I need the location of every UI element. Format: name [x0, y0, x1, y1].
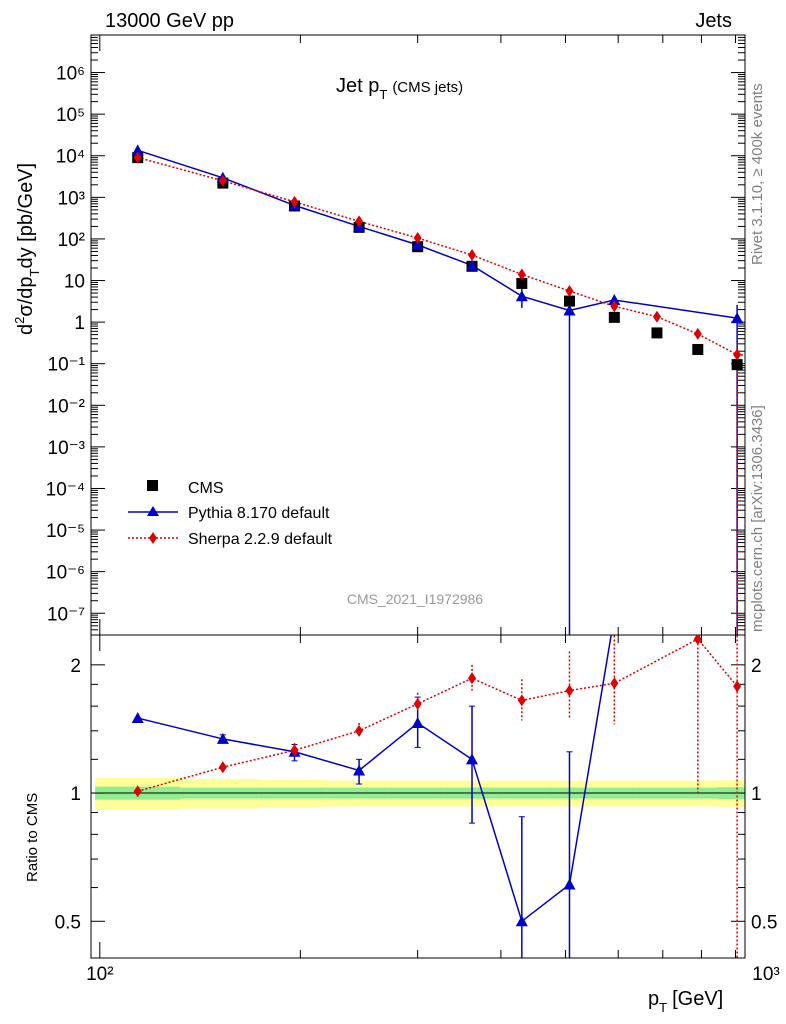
pythia-point — [608, 294, 621, 306]
sherpa-point — [693, 327, 702, 340]
y-tick-label: 10⁴ — [56, 147, 85, 168]
ratio-sherpa-point — [413, 697, 422, 710]
ratio-y-tick-label: 0.5 — [55, 912, 81, 933]
sherpa-point — [413, 232, 422, 245]
ratio-pythia-point — [216, 732, 229, 744]
cms-point — [731, 359, 743, 371]
ratio-y-tick-label: 0.5 — [751, 912, 777, 933]
y-tick-label: 10⁻⁴ — [46, 479, 85, 500]
sherpa-point — [565, 284, 574, 297]
cms-point — [563, 295, 575, 307]
ratio-sherpa-point — [610, 677, 619, 690]
y-tick-label: 10⁻² — [48, 396, 86, 417]
pythia-point — [563, 304, 576, 316]
y-tick-label: 10⁻⁵ — [46, 521, 85, 542]
legend-sherpa-marker — [149, 532, 157, 544]
sherpa-point — [733, 348, 742, 361]
ratio-plot-area — [131, 610, 742, 958]
pythia-point — [515, 290, 528, 302]
legend-cms-marker — [147, 480, 158, 491]
sherpa-point — [290, 195, 299, 208]
ratio-sherpa-line — [137, 638, 738, 792]
y-tick-label: 10⁶ — [56, 64, 85, 85]
ratio-pythia-point — [608, 610, 620, 621]
cms-point — [692, 343, 704, 355]
ratio-sherpa-point — [733, 680, 742, 693]
y-tick-label: 10³ — [58, 188, 85, 209]
pythia-line — [137, 149, 738, 319]
ratio-y-tick-label: 1 — [751, 784, 762, 805]
legend-pythia-marker — [147, 506, 159, 516]
analysis-id: CMS_2021_I1972986 — [347, 591, 483, 607]
chart-title: Jet pT (CMS jets) — [336, 75, 463, 102]
ratio-pythia-point — [411, 717, 424, 729]
ratio-panel: 10² 10³ 2 2 1 1 0.5 0.5 — [55, 610, 780, 985]
y-tick-label: 10⁻¹ — [48, 355, 86, 376]
ratio-y-tick-label: 2 — [70, 656, 81, 677]
legend-pythia-label: Pythia 8.170 default — [188, 505, 330, 522]
x-tick-label: 10³ — [752, 964, 779, 985]
ratio-sherpa-point — [218, 761, 227, 774]
sherpa-point — [610, 300, 619, 313]
main-plot-area — [131, 144, 781, 635]
ratio-bands — [95, 777, 745, 810]
y-tick-label: 10⁵ — [56, 105, 85, 126]
y-tick-label: 10⁻⁶ — [46, 563, 85, 584]
ratio-y-tick-label: 2 — [751, 656, 762, 677]
ratio-ylabel: Ratio to CMS — [24, 793, 41, 882]
y-tick-label: 1 — [74, 313, 85, 334]
cms-point — [516, 277, 528, 289]
x-axis-label: pT [GeV] — [648, 988, 723, 1015]
sherpa-point — [468, 249, 477, 262]
sherpa-point — [218, 174, 227, 187]
ratio-sherpa-point — [517, 694, 526, 707]
ratio-pythia-point — [515, 915, 528, 927]
rivet-label: Rivet 3.1.10, ≥ 400k events — [749, 83, 766, 265]
ratio-pythia-line — [137, 635, 612, 923]
pythia-point — [131, 144, 144, 156]
pythia-point — [411, 238, 424, 250]
ratio-pythia-point — [563, 878, 576, 890]
cms-point — [608, 311, 620, 323]
ratio-sherpa-point — [290, 744, 299, 757]
sherpa-point — [517, 268, 526, 281]
legend-sherpa-label: Sherpa 2.2.9 default — [188, 531, 333, 548]
pythia-point — [466, 259, 479, 271]
sherpa-point — [771, 351, 779, 363]
main-ylabel: d2σ/dpTdy [pb/GeV] — [12, 163, 42, 335]
legend-cms-label: CMS — [188, 480, 224, 497]
cms-point — [770, 375, 781, 386]
x-tick-label: 10² — [86, 964, 113, 985]
process-label: Jets — [695, 10, 732, 32]
sherpa-point — [133, 151, 142, 164]
ratio-sherpa-point — [468, 672, 477, 685]
y-tick-label: 10⁻³ — [48, 438, 86, 459]
mcplots-label: mcplots.cern.ch [arXiv:1306.3436] — [749, 405, 766, 632]
y-tick-label: 10⁻⁷ — [47, 604, 85, 625]
y-tick-label: 10² — [58, 230, 85, 251]
main-panel: 10⁶ 10⁵ 10⁴ 10³ 10² 10 1 10⁻¹ 10⁻² 10⁻³ 10⁻⁴ 10⁻⁵ 10… — [46, 34, 781, 636]
ratio-sherpa-point — [133, 785, 142, 798]
collision-label: 13000 GeV pp — [105, 10, 234, 32]
ratio-sherpa-point — [693, 635, 702, 645]
ratio-sherpa-point — [355, 724, 364, 737]
legend: CMS Pythia 8.170 default Sherpa 2.2.9 de… — [128, 480, 333, 548]
ratio-pythia-point — [353, 764, 366, 776]
y-tick-label: 10 — [64, 272, 85, 293]
cms-point — [651, 327, 663, 339]
ratio-y-tick-label: 1 — [70, 784, 81, 805]
sherpa-line — [137, 156, 745, 356]
ratio-pythia-point — [466, 753, 479, 765]
ratio-sherpa-point — [565, 684, 574, 697]
sherpa-point — [652, 310, 661, 323]
pythia-point — [731, 312, 744, 324]
ratio-pythia-point — [131, 712, 144, 724]
sherpa-point — [355, 215, 364, 228]
